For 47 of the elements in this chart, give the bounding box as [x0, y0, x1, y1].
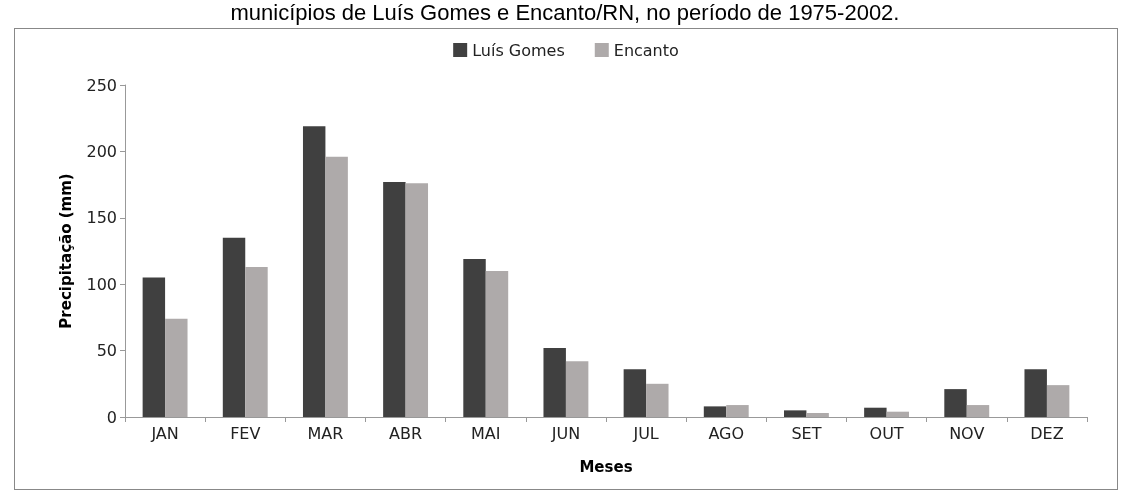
bar: [944, 389, 967, 417]
x-tick-label: JUN: [550, 423, 581, 443]
y-tick-label: 150: [86, 208, 117, 228]
bar: [623, 369, 647, 417]
x-axis-title: Meses: [579, 457, 633, 476]
x-tick-label: SET: [791, 423, 822, 443]
chart-title: municípios de Luís Gomes e Encanto/RN, no período de 1975-2002.: [229, 0, 901, 26]
bar: [142, 277, 166, 417]
x-tick-label: JUL: [632, 423, 659, 443]
x-tick-label: FEV: [230, 423, 261, 443]
y-tick-label: 0: [106, 407, 117, 427]
bar: [405, 183, 429, 417]
bar: [325, 156, 348, 417]
bar: [1024, 369, 1047, 417]
x-tick-label: NOV: [949, 423, 985, 443]
bar: [966, 405, 990, 417]
bar: [485, 270, 509, 417]
y-tick-label: 200: [86, 141, 117, 161]
x-tick-label: JAN: [150, 423, 179, 443]
bar: [463, 258, 486, 417]
bar: [383, 181, 406, 417]
legend-label: Luís Gomes: [472, 40, 565, 60]
bar: [302, 126, 326, 417]
legend-label: Encanto: [613, 40, 679, 60]
y-axis-title: Precipitação (mm): [56, 173, 75, 329]
bar: [646, 383, 669, 417]
bar: [245, 266, 268, 417]
x-tick-label: ABR: [389, 423, 423, 443]
y-tick-label: 100: [86, 274, 117, 294]
x-tick-label: MAI: [471, 423, 501, 443]
bar: [783, 410, 807, 417]
bar: [565, 361, 589, 417]
bar: [1046, 385, 1070, 417]
bar: [806, 413, 829, 417]
bar: [864, 407, 887, 417]
y-tick-label: 250: [86, 75, 117, 95]
x-tick-label: AGO: [708, 423, 745, 443]
x-tick-label: MAR: [307, 423, 344, 443]
bar: [543, 347, 566, 417]
x-tick-label: DEZ: [1030, 423, 1064, 443]
bar: [726, 405, 749, 417]
y-tick-label: 50: [96, 341, 117, 361]
bar: [165, 318, 188, 417]
bar: [222, 237, 246, 417]
bar: [703, 406, 727, 417]
x-tick-label: OUT: [869, 423, 904, 443]
bar: [886, 411, 910, 417]
